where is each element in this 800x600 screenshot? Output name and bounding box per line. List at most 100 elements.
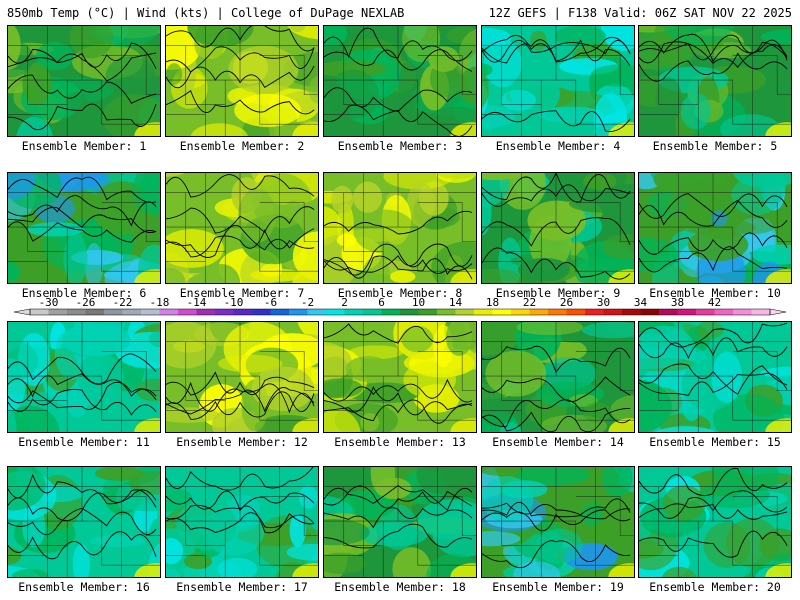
colorbar-segment (252, 309, 271, 315)
model-run-info: 12Z GEFS | F138 Valid: 06Z SAT NOV 22 20… (488, 6, 792, 20)
ensemble-member-label: Ensemble Member: 19 (492, 580, 624, 594)
colorbar-tick-label: 18 (486, 296, 499, 309)
colorbar-segment (196, 309, 216, 315)
ensemble-map-2 (165, 25, 319, 137)
colorbar-segment (714, 309, 734, 315)
colorbar-segment (529, 309, 549, 315)
map-title: 850mb Temp (°C) | Wind (kts) | College o… (7, 6, 405, 20)
ensemble-member-label: Ensemble Member: 10 (649, 286, 781, 300)
colorbar-segment (141, 309, 160, 315)
ensemble-map-7 (165, 172, 319, 284)
ensemble-member-label: Ensemble Member: 1 (21, 139, 147, 153)
colorbar-segment (492, 309, 512, 315)
ensemble-map-17 (165, 466, 319, 578)
ensemble-member-label: Ensemble Member: 18 (334, 580, 466, 594)
colorbar-segment (603, 309, 623, 315)
ensemble-map-9 (481, 172, 635, 284)
colorbar-segment (233, 309, 253, 315)
colorbar-tick-label: 42 (708, 296, 721, 309)
ensemble-map-4 (481, 25, 635, 137)
colorbar-tick-label: -14 (187, 296, 207, 309)
colorbar-segment (733, 309, 752, 315)
colorbar-segment (270, 309, 290, 315)
ensemble-map-20 (638, 466, 792, 578)
colorbar-segment (289, 309, 308, 315)
colorbar-segment (85, 309, 105, 315)
colorbar-segment (696, 309, 715, 315)
colorbar-segment (474, 309, 493, 315)
ensemble-map-12 (165, 321, 319, 433)
colorbar-tick-label: -30 (39, 296, 59, 309)
ensemble-member-label: Ensemble Member: 6 (21, 286, 147, 300)
colorbar-tick-label: 22 (523, 296, 536, 309)
colorbar-segment (122, 309, 142, 315)
colorbar-tick-label: 38 (671, 296, 684, 309)
ensemble-map-14 (481, 321, 635, 433)
ensemble-member-label: Ensemble Member: 8 (337, 286, 463, 300)
colorbar-segment (659, 309, 678, 315)
colorbar-segment (215, 309, 234, 315)
colorbar-segment (677, 309, 697, 315)
colorbar-segment (307, 309, 327, 315)
colorbar-segment (585, 309, 604, 315)
ensemble-member-label: Ensemble Member: 15 (649, 435, 781, 449)
colorbar-tick-label: -10 (224, 296, 244, 309)
ensemble-member-label: Ensemble Member: 13 (334, 435, 466, 449)
colorbar-tick-label: 14 (449, 296, 463, 309)
colorbar-segment (455, 309, 475, 315)
colorbar-segment (418, 309, 438, 315)
colorbar-segment (104, 309, 123, 315)
colorbar-tick-label: 10 (412, 296, 425, 309)
colorbar-segment (751, 309, 771, 315)
ensemble-member-label: Ensemble Member: 2 (179, 139, 305, 153)
ensemble-member-label: Ensemble Member: 14 (492, 435, 624, 449)
temperature-colorbar: -30 -26 -22 -18 -14 -10 -6 -2 2 6 10 14 18 22 26 30 34 38… (13, 296, 787, 316)
colorbar-segment (178, 309, 197, 315)
colorbar-tick-label: 26 (560, 296, 573, 309)
colorbar-segment (344, 309, 364, 315)
colorbar-min-arrow (13, 308, 31, 316)
ensemble-map-8 (323, 172, 477, 284)
colorbar-tick-label: 6 (378, 296, 385, 309)
colorbar-segment (622, 309, 641, 315)
colorbar-segment (30, 309, 49, 315)
colorbar-segment (400, 309, 419, 315)
ensemble-member-label: Ensemble Member: 20 (649, 580, 781, 594)
colorbar-segment (159, 309, 179, 315)
colorbar-segment (48, 309, 68, 315)
colorbar-segment (437, 309, 456, 315)
colorbar-segment (67, 309, 86, 315)
ensemble-map-5 (638, 25, 792, 137)
colorbar-tick-label: -18 (150, 296, 170, 309)
ensemble-member-label: Ensemble Member: 16 (18, 580, 150, 594)
ensemble-map-15 (638, 321, 792, 433)
ensemble-map-10 (638, 172, 792, 284)
ensemble-map-18 (323, 466, 477, 578)
colorbar-segment (548, 309, 567, 315)
colorbar-segment (326, 309, 345, 315)
colorbar-segment (640, 309, 660, 315)
colorbar-tick-label: -2 (301, 296, 314, 309)
ensemble-member-label: Ensemble Member: 4 (495, 139, 621, 153)
colorbar-tick-label: 2 (341, 296, 348, 309)
colorbar-segment (511, 309, 530, 315)
ensemble-map-13 (323, 321, 477, 433)
colorbar-segment (566, 309, 586, 315)
colorbar-segment (363, 309, 382, 315)
ensemble-map-3 (323, 25, 477, 137)
ensemble-member-label: Ensemble Member: 11 (18, 435, 150, 449)
ensemble-map-16 (7, 466, 161, 578)
ensemble-map-19 (481, 466, 635, 578)
ensemble-map-6 (7, 172, 161, 284)
colorbar-max-arrow (769, 308, 787, 316)
colorbar-tick-label: -6 (264, 296, 277, 309)
colorbar-tick-label: -26 (76, 296, 96, 309)
ensemble-member-label: Ensemble Member: 7 (179, 286, 305, 300)
colorbar-tick-label: -22 (113, 296, 133, 309)
colorbar-tick-label: 30 (597, 296, 610, 309)
ensemble-member-label: Ensemble Member: 17 (176, 580, 308, 594)
colorbar-tick-label: 34 (634, 296, 648, 309)
colorbar-segment (381, 309, 401, 315)
ensemble-member-label: Ensemble Member: 5 (652, 139, 778, 153)
ensemble-member-label: Ensemble Member: 12 (176, 435, 308, 449)
